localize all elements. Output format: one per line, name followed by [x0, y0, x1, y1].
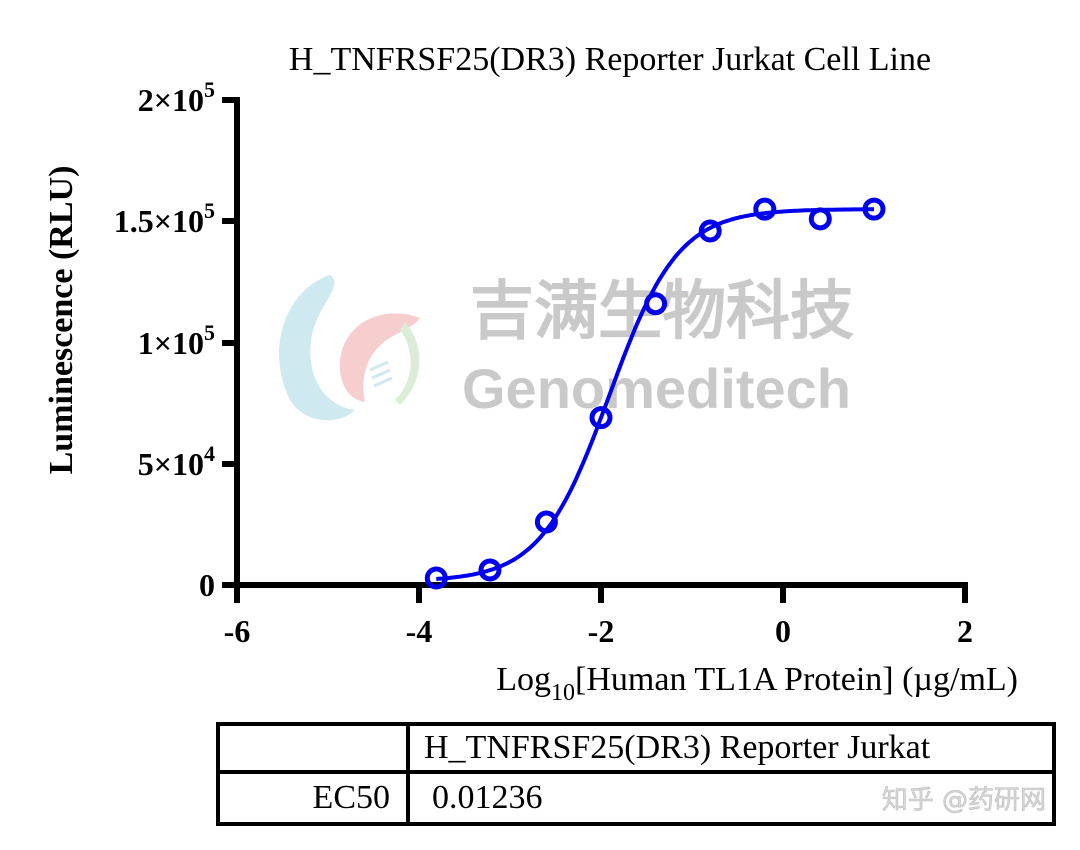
x-tick-label: -6 — [224, 613, 251, 649]
data-point — [478, 558, 502, 582]
y-tick-label: 2×105 — [138, 77, 215, 118]
data-point — [862, 197, 886, 221]
x-tick-label: 2 — [957, 613, 973, 649]
corner-watermark: 知乎 @药研网 — [881, 785, 1046, 816]
x-tick-label: 0 — [775, 613, 791, 649]
table-header-series: H_TNFRSF25(DR3) Reporter Jurkat — [410, 726, 1052, 774]
data-point — [534, 510, 558, 534]
data-point — [698, 219, 722, 243]
x-tick-label: -2 — [588, 613, 615, 649]
ec50-value: 0.01236 — [432, 779, 543, 816]
chart-title: H_TNFRSF25(DR3) Reporter Jurkat Cell Lin… — [289, 41, 931, 78]
data-point — [424, 566, 448, 590]
y-tick-label: 1.5×105 — [114, 198, 215, 239]
table-header-empty — [220, 726, 410, 774]
data-point — [644, 292, 668, 316]
ec50-table: H_TNFRSF25(DR3) Reporter Jurkat EC50 0.0… — [216, 722, 1056, 826]
x-axis: -6 -4 -2 0 2 Log10[Human TL1A Protein] (… — [224, 582, 1018, 706]
data-points — [424, 197, 886, 590]
y-tick-label: 1×105 — [138, 320, 215, 361]
data-point — [808, 207, 832, 231]
watermark-logo-icon — [279, 275, 420, 421]
data-point — [589, 406, 613, 430]
table-row-value: 0.01236 知乎 @药研网 — [410, 774, 1052, 822]
table-row-label: EC50 — [220, 774, 410, 822]
y-axis: 0 5×104 1×105 1.5×105 2×105 Luminescence… — [43, 77, 240, 603]
data-point — [753, 197, 777, 221]
watermark-english: Genomeditech — [462, 357, 851, 420]
y-tick-label: 5×104 — [138, 441, 215, 482]
fit-curve — [436, 207, 874, 581]
dose-response-chart: 吉满生物科技 Genomeditech H_TNFRSF25(DR3) Repo… — [43, 41, 1018, 706]
y-tick-label: 0 — [199, 567, 215, 603]
x-tick-label: -4 — [406, 613, 433, 649]
x-axis-label: Log10[Human TL1A Protein] (µg/mL) — [496, 661, 1018, 706]
y-axis-label: Luminescence (RLU) — [43, 166, 80, 475]
